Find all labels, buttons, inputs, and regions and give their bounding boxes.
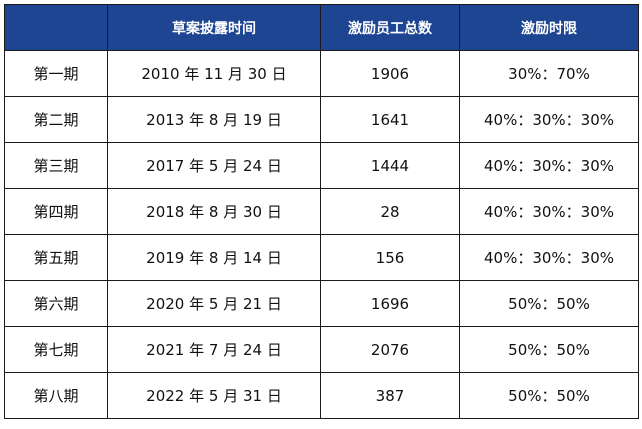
ratio-cell: 40%：30%：30%	[459, 96, 639, 143]
ratio-cell: 50%：50%	[459, 326, 639, 373]
table-row: 第八期 2022 年 5 月 31 日 387 50%：50%	[4, 372, 639, 419]
phase-cell: 第八期	[4, 372, 108, 419]
table-row: 第三期 2017 年 5 月 24 日 1444 40%：30%：30%	[4, 142, 639, 189]
phase-cell: 第一期	[4, 50, 108, 97]
ratio-cell: 40%：30%：30%	[459, 142, 639, 189]
date-cell: 2022 年 5 月 31 日	[107, 372, 321, 419]
ratio-cell: 30%：70%	[459, 50, 639, 97]
date-cell: 2021 年 7 月 24 日	[107, 326, 321, 373]
incentive-plan-table: 草案披露时间 激励员工总数 激励时限 第一期 2010 年 11 月 30 日 …	[4, 4, 639, 419]
header-row: 草案披露时间 激励员工总数 激励时限	[4, 4, 639, 51]
ratio-cell: 50%：50%	[459, 372, 639, 419]
phase-cell: 第六期	[4, 280, 108, 327]
ratio-cell: 40%：30%：30%	[459, 188, 639, 235]
table-row: 第四期 2018 年 8 月 30 日 28 40%：30%：30%	[4, 188, 639, 235]
date-cell: 2018 年 8 月 30 日	[107, 188, 321, 235]
table-row: 第五期 2019 年 8 月 14 日 156 40%：30%：30%	[4, 234, 639, 281]
table-row: 第七期 2021 年 7 月 24 日 2076 50%：50%	[4, 326, 639, 373]
header-disclosure-date: 草案披露时间	[107, 4, 321, 51]
employees-cell: 1641	[320, 96, 460, 143]
phase-cell: 第三期	[4, 142, 108, 189]
ratio-cell: 50%：50%	[459, 280, 639, 327]
date-cell: 2020 年 5 月 21 日	[107, 280, 321, 327]
date-cell: 2010 年 11 月 30 日	[107, 50, 321, 97]
phase-cell: 第二期	[4, 96, 108, 143]
employees-cell: 1906	[320, 50, 460, 97]
table-row: 第二期 2013 年 8 月 19 日 1641 40%：30%：30%	[4, 96, 639, 143]
table-row: 第一期 2010 年 11 月 30 日 1906 30%：70%	[4, 50, 639, 97]
date-cell: 2017 年 5 月 24 日	[107, 142, 321, 189]
header-vesting-ratio: 激励时限	[459, 4, 639, 51]
header-employee-count: 激励员工总数	[320, 4, 460, 51]
header-phase	[4, 4, 108, 51]
employees-cell: 387	[320, 372, 460, 419]
date-cell: 2013 年 8 月 19 日	[107, 96, 321, 143]
phase-cell: 第五期	[4, 234, 108, 281]
table-body: 第一期 2010 年 11 月 30 日 1906 30%：70% 第二期 20…	[4, 50, 639, 419]
table-row: 第六期 2020 年 5 月 21 日 1696 50%：50%	[4, 280, 639, 327]
phase-cell: 第七期	[4, 326, 108, 373]
employees-cell: 2076	[320, 326, 460, 373]
phase-cell: 第四期	[4, 188, 108, 235]
date-cell: 2019 年 8 月 14 日	[107, 234, 321, 281]
table-header: 草案披露时间 激励员工总数 激励时限	[4, 4, 639, 51]
employees-cell: 28	[320, 188, 460, 235]
employees-cell: 156	[320, 234, 460, 281]
table-container: 草案披露时间 激励员工总数 激励时限 第一期 2010 年 11 月 30 日 …	[4, 4, 639, 424]
ratio-cell: 40%：30%：30%	[459, 234, 639, 281]
employees-cell: 1444	[320, 142, 460, 189]
employees-cell: 1696	[320, 280, 460, 327]
